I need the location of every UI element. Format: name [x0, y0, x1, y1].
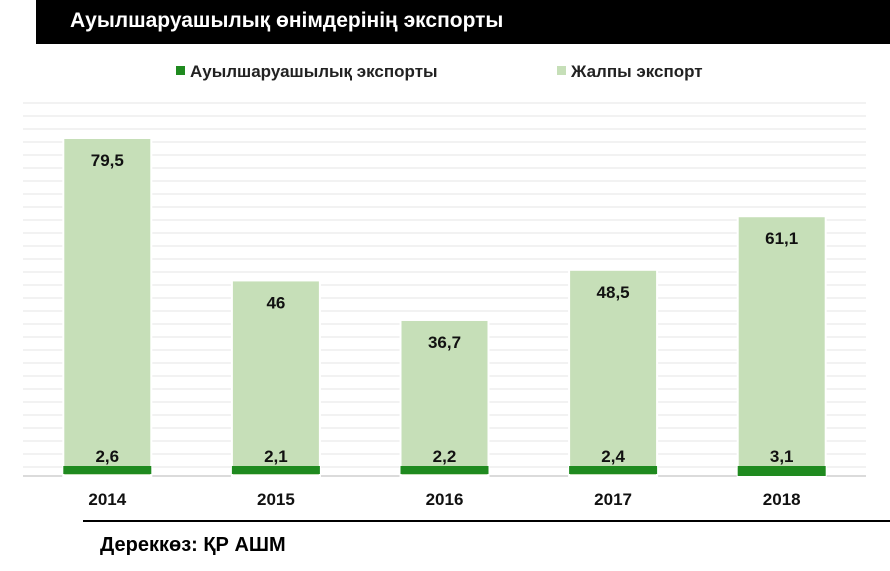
value-label-agri-2014: 2,6 — [95, 447, 119, 466]
bar-agri-2014 — [63, 466, 152, 474]
value-label-total-2015: 46 — [266, 293, 285, 312]
x-tick-label-2016: 2016 — [426, 490, 464, 509]
bar-total-2016 — [399, 318, 490, 477]
value-label-agri-2016: 2,2 — [433, 447, 457, 466]
x-tick-label-2018: 2018 — [763, 490, 801, 509]
title-bar: Ауылшаруашылық өнімдерінің экспорты — [36, 0, 890, 44]
legend-label-total: Жалпы экспорт — [570, 62, 703, 81]
value-label-total-2018: 61,1 — [765, 229, 798, 248]
bar-total-2018 — [736, 215, 827, 477]
bar-agri-2018 — [737, 466, 826, 476]
bar-agri-2016 — [400, 466, 489, 474]
bar-total-2014 — [62, 137, 153, 477]
value-label-total-2014: 79,5 — [91, 151, 124, 170]
value-label-agri-2017: 2,4 — [601, 447, 625, 466]
source-divider — [83, 520, 890, 522]
value-label-total-2017: 48,5 — [597, 283, 630, 302]
bar-total-2015 — [230, 279, 321, 477]
value-label-agri-2015: 2,1 — [264, 447, 288, 466]
x-tick-label-2017: 2017 — [594, 490, 632, 509]
x-tick-label-2014: 2014 — [88, 490, 126, 509]
chart-area: 79,5 2,6 2014 46 2,1 2015 36,7 2,2 2016 48,5 2,4 20… — [23, 62, 866, 509]
bar-agri-2017 — [569, 466, 658, 474]
legend-label-agri: Ауылшаруашылық экспорты — [190, 62, 438, 81]
value-label-total-2016: 36,7 — [428, 333, 461, 352]
value-label-agri-2018: 3,1 — [770, 447, 794, 466]
x-tick-label-2015: 2015 — [257, 490, 295, 509]
bar-agri-2015 — [231, 466, 320, 474]
source-note: Дереккөз: ҚР АШМ — [100, 534, 286, 556]
bar-total-2017 — [568, 268, 659, 477]
legend-swatch-agri — [176, 66, 185, 75]
chart-title: Ауылшаруашылық өнімдерінің экспорты — [70, 9, 504, 32]
legend-swatch-total — [557, 66, 566, 75]
